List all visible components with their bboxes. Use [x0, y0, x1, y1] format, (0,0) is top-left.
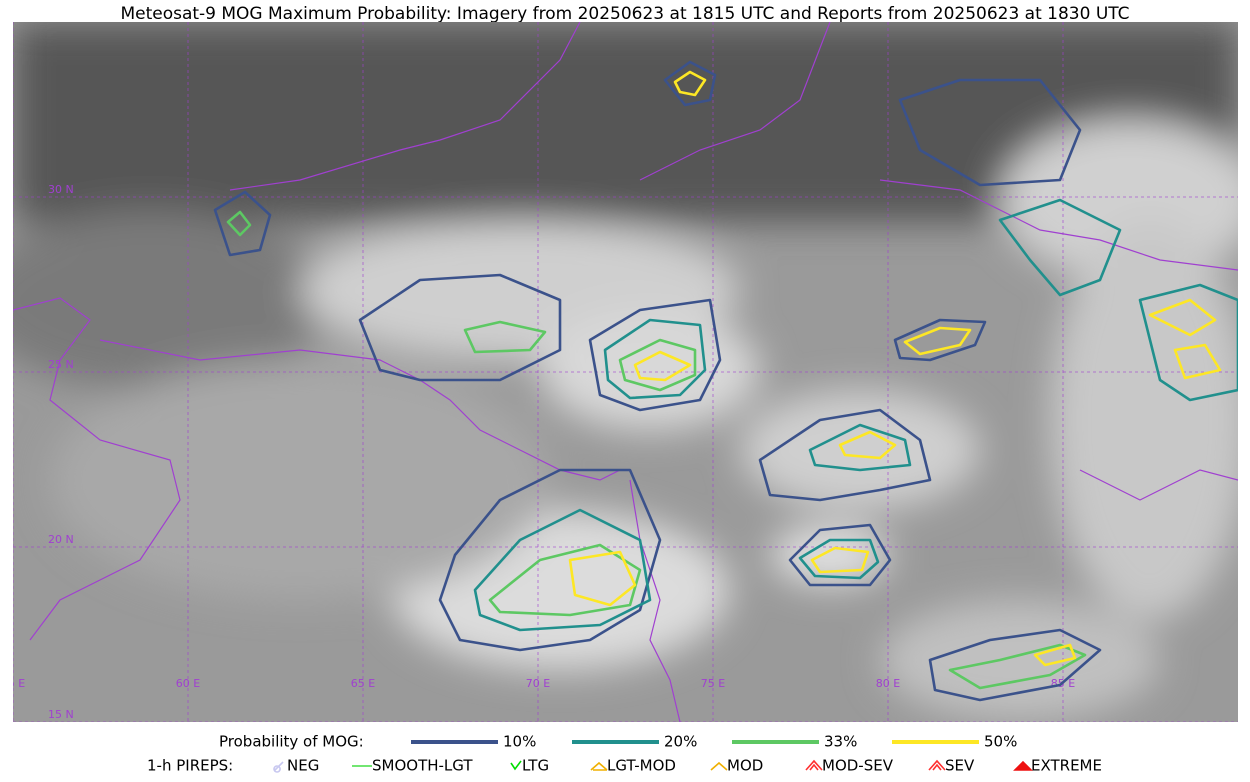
legend-label: 50%	[984, 733, 1017, 751]
legend-label: LGT-MOD	[607, 757, 676, 775]
legend: Probability of MOG: 10% 20% 33% 50% 1-h PIREP…	[147, 733, 1102, 775]
legend-label: 10%	[503, 733, 536, 751]
satellite-map: 55 E 60 E 65 E 70 E 75 E 80 E 85 E30 N25 N20 N…	[1, 22, 1238, 722]
legend-label: SMOOTH-LGT	[372, 757, 473, 775]
contours	[213, 60, 1238, 702]
longitude-label: 65 E	[351, 677, 375, 690]
longitude-label: 55 E	[1, 677, 25, 690]
title: Meteosat-9 MOG Maximum Probability: Imag…	[120, 4, 1129, 24]
legend-label: 20%	[664, 733, 697, 751]
legend-label: MOD	[727, 757, 763, 775]
longitude-label: 75 E	[701, 677, 725, 690]
pirep-symbol	[510, 760, 522, 771]
pirep-symbol	[273, 761, 284, 773]
legend-label: MOD-SEV	[822, 757, 894, 775]
graticule: 55 E 60 E 65 E 70 E 75 E 80 E 85 E30 N25 N20 N…	[1, 22, 1238, 722]
longitude-label: 80 E	[876, 677, 900, 690]
latitude-label: 30 N	[48, 183, 74, 196]
latitude-label: 25 N	[48, 358, 74, 371]
coastlines	[13, 22, 1238, 722]
pirep-symbol	[928, 759, 946, 771]
legend-label: 33%	[824, 733, 857, 751]
legend-label: LTG	[522, 757, 549, 775]
pirep-symbol	[590, 761, 608, 771]
pirep-symbol	[710, 761, 728, 771]
legend-label: SEV	[945, 757, 975, 775]
legend-title: Probability of MOG:	[219, 733, 364, 751]
legend-label: NEG	[287, 757, 319, 775]
legend-label: EXTREME	[1031, 757, 1102, 775]
latitude-label: 20 N	[48, 533, 74, 546]
pirep-symbol	[1013, 760, 1033, 771]
longitude-label: 70 E	[526, 677, 550, 690]
latitude-label: 15 N	[48, 708, 74, 721]
pirep-symbol	[805, 759, 823, 771]
longitude-label: 60 E	[176, 677, 200, 690]
legend-title: 1-h PIREPS:	[147, 757, 233, 775]
